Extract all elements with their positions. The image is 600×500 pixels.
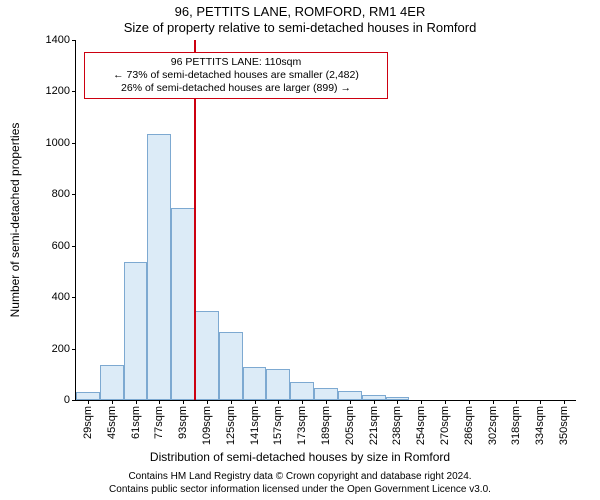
x-tick-label: 302sqm	[487, 406, 499, 445]
y-tick-label: 200	[52, 343, 70, 355]
histogram-bar	[314, 388, 338, 400]
x-tick-label: 173sqm	[296, 406, 308, 445]
x-tick	[112, 400, 113, 404]
y-tick-label: 1400	[46, 34, 70, 46]
y-tick-label: 800	[52, 188, 70, 200]
x-tick	[421, 400, 422, 404]
x-tick-label: 254sqm	[415, 406, 427, 445]
footnote: Contains HM Land Registry data © Crown c…	[0, 471, 600, 496]
y-tick	[72, 194, 76, 195]
y-tick	[72, 246, 76, 247]
x-tick	[278, 400, 279, 404]
x-tick	[564, 400, 565, 404]
y-tick	[72, 400, 76, 401]
chart-title-line2: Size of property relative to semi-detach…	[0, 20, 600, 35]
x-tick-label: 77sqm	[153, 406, 165, 439]
histogram-bar	[124, 262, 148, 400]
footnote-line1: Contains HM Land Registry data © Crown c…	[0, 471, 600, 484]
histogram-bar	[147, 134, 171, 400]
x-tick	[136, 400, 137, 404]
x-tick	[159, 400, 160, 404]
x-tick-label: 29sqm	[82, 406, 94, 439]
x-tick	[302, 400, 303, 404]
x-tick-label: 45sqm	[106, 406, 118, 439]
x-tick	[445, 400, 446, 404]
x-tick-label: 318sqm	[510, 406, 522, 445]
y-tick	[72, 297, 76, 298]
y-tick	[72, 91, 76, 92]
x-tick-label: 61sqm	[130, 406, 142, 439]
histogram-bar	[76, 392, 100, 400]
x-tick	[493, 400, 494, 404]
histogram-bar	[171, 208, 195, 400]
y-tick-label: 0	[64, 394, 70, 406]
x-tick-label: 157sqm	[272, 406, 284, 445]
annotation-line: 26% of semi-detached houses are larger (…	[91, 82, 381, 95]
annotation-line: ← 73% of semi-detached houses are smalle…	[91, 69, 381, 82]
x-tick-label: 350sqm	[558, 406, 570, 445]
x-tick-label: 238sqm	[391, 406, 403, 445]
y-tick	[72, 40, 76, 41]
x-tick-label: 205sqm	[344, 406, 356, 445]
x-tick-label: 189sqm	[320, 406, 332, 445]
histogram-bar	[100, 365, 124, 400]
plot-area: 020040060080010001200140029sqm45sqm61sqm…	[75, 40, 576, 401]
histogram-bar	[195, 311, 219, 400]
chart-title-line1: 96, PETTITS LANE, ROMFORD, RM1 4ER	[0, 4, 600, 19]
x-tick	[207, 400, 208, 404]
x-tick	[540, 400, 541, 404]
y-tick-label: 1000	[46, 137, 70, 149]
histogram-bar	[338, 391, 362, 400]
footnote-line2: Contains public sector information licen…	[0, 484, 600, 497]
histogram-bar	[219, 332, 243, 400]
x-tick	[516, 400, 517, 404]
x-tick	[88, 400, 89, 404]
x-axis-label: Distribution of semi-detached houses by …	[0, 450, 600, 464]
x-tick-label: 270sqm	[439, 406, 451, 445]
histogram-bar	[290, 382, 314, 400]
histogram-bar	[266, 369, 290, 400]
x-tick	[397, 400, 398, 404]
x-tick-label: 109sqm	[201, 406, 213, 445]
x-tick-label: 141sqm	[249, 406, 261, 445]
y-tick-label: 400	[52, 291, 70, 303]
x-tick	[374, 400, 375, 404]
y-tick-label: 600	[52, 240, 70, 252]
x-tick	[183, 400, 184, 404]
histogram-bar	[243, 367, 267, 400]
x-tick-label: 334sqm	[534, 406, 546, 445]
x-tick-label: 286sqm	[463, 406, 475, 445]
x-tick-label: 93sqm	[177, 406, 189, 439]
x-tick	[326, 400, 327, 404]
x-tick	[231, 400, 232, 404]
y-tick	[72, 143, 76, 144]
x-tick-label: 125sqm	[225, 406, 237, 445]
x-tick	[350, 400, 351, 404]
annotation-box: 96 PETTITS LANE: 110sqm← 73% of semi-det…	[84, 52, 388, 99]
x-tick	[469, 400, 470, 404]
y-tick-label: 1200	[46, 85, 70, 97]
y-axis-label: Number of semi-detached properties	[8, 123, 22, 318]
x-tick-label: 221sqm	[368, 406, 380, 445]
x-tick	[255, 400, 256, 404]
y-tick	[72, 349, 76, 350]
annotation-line: 96 PETTITS LANE: 110sqm	[91, 56, 381, 69]
